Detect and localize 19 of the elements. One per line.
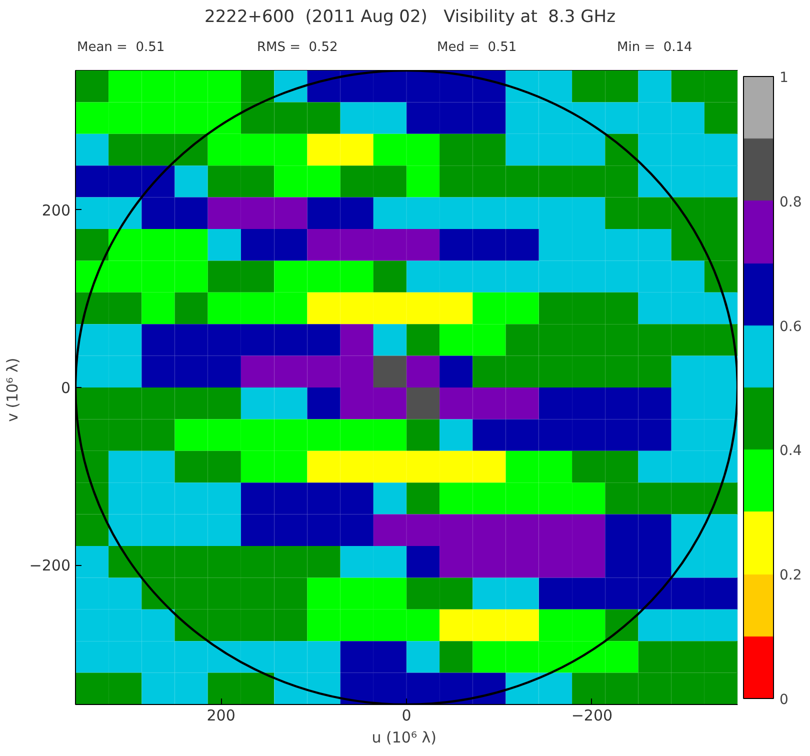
text: Mean = 0.51 — [77, 39, 165, 57]
x-axis-title: u (10⁶ λ) — [372, 728, 436, 746]
color-bar-label: 0.8 — [780, 194, 802, 210]
color-bar-label: 0.2 — [780, 568, 802, 584]
y-tick-label: 200 — [42, 201, 71, 220]
text: Med = 0.51 — [437, 39, 517, 57]
text: Min = 0.14 — [617, 39, 692, 57]
color-bar-label: 0 — [780, 692, 788, 708]
y-axis-title: v (10⁶ λ) — [3, 358, 22, 422]
text: RMS = 0.52 — [257, 39, 338, 57]
color-bar-label: 1 — [780, 70, 788, 86]
color-bar-label: 0.4 — [780, 443, 802, 460]
x-tick-label: −200 — [571, 706, 613, 724]
color-bar-label: 0.6 — [780, 318, 802, 335]
y-tick-label: −200 — [29, 556, 71, 575]
x-tick-label: 200 — [206, 706, 236, 724]
x-tick-label: 0 — [402, 706, 412, 724]
y-tick-label: 0 — [60, 379, 71, 397]
chart-title: 2222+600 (2011 Aug 02) Visibility at 8.3 GHz — [204, 6, 616, 29]
